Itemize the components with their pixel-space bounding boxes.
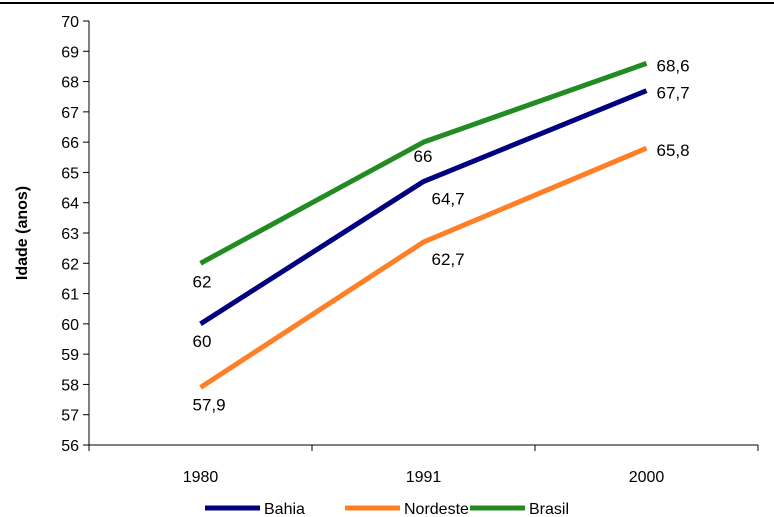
data-label-nordeste: 57,9 xyxy=(193,395,226,414)
x-ticks: 1980 1991 2000 xyxy=(88,445,759,486)
legend: Bahia Nordeste Brasil xyxy=(205,501,569,517)
y-tick-label: 70 xyxy=(61,14,79,31)
series-line-brasil xyxy=(199,61,648,266)
y-tick-label: 59 xyxy=(61,347,79,364)
data-label-brasil: 66 xyxy=(414,147,433,166)
y-tick-label: 58 xyxy=(61,377,79,394)
legend-label-brasil: Brasil xyxy=(529,501,569,517)
series-group xyxy=(199,61,648,390)
series-line-nordeste xyxy=(199,145,648,390)
data-label-bahia: 67,7 xyxy=(657,84,690,103)
y-tick-label: 67 xyxy=(61,105,79,122)
x-tick-label: 1991 xyxy=(406,469,442,486)
y-tick-label: 56 xyxy=(61,438,79,455)
data-label-nordeste: 62,7 xyxy=(432,250,465,269)
data-labels: 60 64,7 67,7 57,9 62,7 65,8 62 66 68,6 xyxy=(193,56,690,414)
data-label-brasil: 62 xyxy=(193,272,212,291)
series-line-bahia xyxy=(199,88,648,326)
y-tick-label: 57 xyxy=(61,408,79,425)
y-tick-label: 64 xyxy=(61,196,79,213)
y-tick-label: 63 xyxy=(61,226,79,243)
data-label-bahia: 60 xyxy=(193,332,212,351)
data-label-nordeste: 65,8 xyxy=(657,141,690,160)
y-axis-title: Idade (anos) xyxy=(14,186,31,280)
y-ticks: 56 57 58 59 60 61 62 63 64 65 66 67 68 69 70 xyxy=(61,14,89,455)
data-label-brasil: 68,6 xyxy=(657,56,690,75)
legend-label-nordeste: Nordeste xyxy=(404,501,469,517)
y-tick-label: 65 xyxy=(61,165,79,182)
y-tick-label: 60 xyxy=(61,317,79,334)
y-tick-label: 62 xyxy=(61,256,79,273)
y-tick-label: 68 xyxy=(61,75,79,92)
x-tick-label: 2000 xyxy=(629,469,665,486)
legend-label-bahia: Bahia xyxy=(264,501,305,517)
x-tick-label: 1980 xyxy=(183,469,219,486)
y-tick-label: 69 xyxy=(61,44,79,61)
y-tick-label: 61 xyxy=(61,287,79,304)
y-tick-label: 66 xyxy=(61,135,79,152)
data-label-bahia: 64,7 xyxy=(432,190,465,209)
